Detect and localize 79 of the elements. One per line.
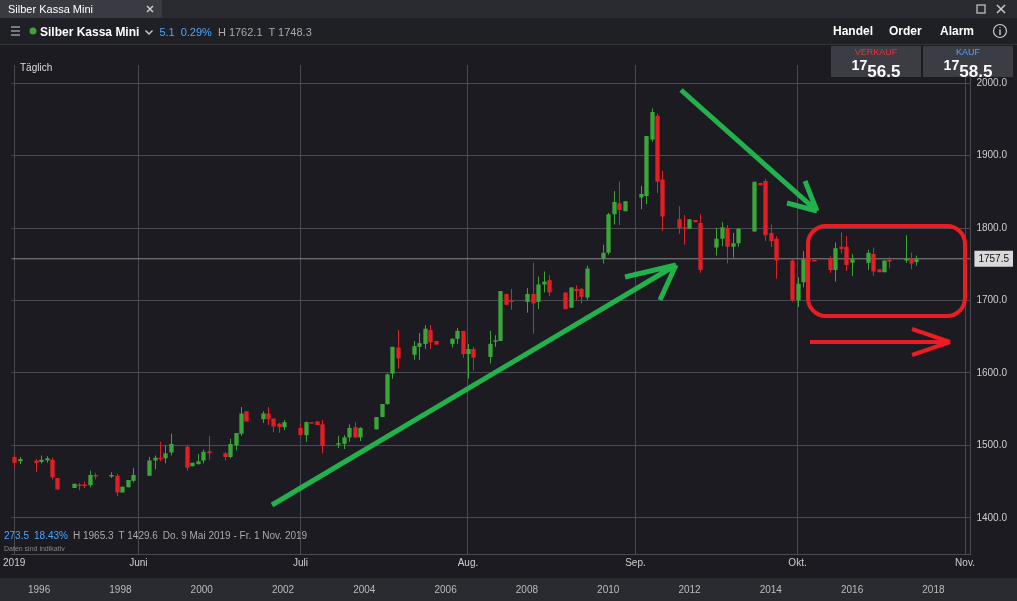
candlestick: [542, 270, 547, 293]
candlestick: [601, 244, 606, 264]
x-tick-label: 2019: [3, 556, 26, 568]
candlestick: [612, 190, 617, 225]
y-tick-label: 1900.0: [976, 149, 1008, 161]
candlestick: [536, 276, 541, 310]
text: H 1762.1: [217, 26, 263, 38]
candlestick: [866, 249, 871, 271]
candlestick: [796, 276, 801, 308]
candlestick: [50, 457, 55, 480]
text: 1998: [109, 584, 132, 595]
text: Handel: [833, 24, 874, 39]
text: T 1748.3: [268, 26, 312, 38]
text: Silber Kassa Mini: [8, 3, 93, 16]
candlestick: [720, 221, 725, 247]
candlestick: [466, 343, 471, 380]
y-tick-label: 1700.0: [976, 294, 1008, 306]
candlestick: [169, 433, 174, 456]
candlestick: [525, 287, 530, 314]
text: 2002: [271, 584, 295, 595]
x-tick-label: Aug.: [457, 556, 479, 568]
candlestick: [488, 330, 493, 364]
y-tick-label: 2000.0: [976, 76, 1008, 88]
x-tick-label: Juni: [129, 556, 148, 568]
candlestick: [714, 227, 719, 257]
y-tick-label: 1500.0: [976, 439, 1008, 451]
text: 2014: [759, 584, 782, 595]
y-tick-label: 1400.0: [976, 511, 1008, 523]
candlestick: [304, 420, 309, 443]
candlestick: [461, 330, 466, 359]
x-tick-label: Juli: [292, 556, 308, 568]
text: 2008: [515, 584, 539, 595]
annotation: 18.43%: [34, 530, 68, 541]
candlestick: [531, 262, 536, 335]
candlestick: [725, 224, 730, 264]
candlestick: [547, 274, 552, 297]
chart-title: Silber Kassa Mini: [40, 25, 140, 39]
candlestick: [617, 181, 622, 226]
candlestick: [801, 250, 806, 288]
candlestick: [163, 444, 168, 464]
text: Alarm: [940, 24, 975, 39]
text: 1996: [28, 584, 51, 595]
candlestick: [471, 346, 476, 372]
annotation: H 1965.3: [72, 530, 114, 541]
text: 2006: [434, 584, 457, 595]
text: 2012: [678, 584, 701, 595]
x-tick-label: Nov.: [955, 556, 975, 568]
candlestick: [904, 234, 909, 264]
text: 5.1: [159, 26, 175, 38]
candlestick: [833, 241, 838, 283]
candlestick: [731, 232, 736, 259]
candlestick: [850, 253, 855, 277]
text: 0.29%: [180, 26, 212, 38]
x-tick-label: Okt.: [788, 556, 807, 568]
text: 2016: [841, 584, 864, 595]
candlestick: [266, 406, 271, 426]
candlestick: [736, 227, 741, 248]
annotation: T 1429.6: [118, 530, 158, 541]
text: KAUF: [955, 47, 981, 58]
candlestick: [115, 473, 120, 497]
annotation: $^{17}$56.5: [851, 57, 901, 82]
annotation: 273.5: [4, 530, 30, 541]
text: 2010: [597, 584, 620, 595]
candlestick: [147, 456, 152, 477]
text: Order: [889, 24, 922, 39]
y-tick-label: 1600.0: [976, 366, 1008, 378]
annotation: Täglich: [20, 62, 53, 73]
text: VERKAUF: [854, 47, 898, 58]
x-tick-label: Sep.: [625, 556, 646, 568]
candlestick: [207, 435, 212, 461]
ref-line-label: 1757.5: [978, 252, 1010, 264]
y-tick-label: 1800.0: [976, 221, 1008, 233]
candlestick: [396, 329, 401, 370]
annotation: Do. 9 Mai 2019 - Fr. 1 Nov. 2019: [162, 530, 308, 541]
text: 2018: [922, 584, 945, 595]
candlestick: [185, 444, 190, 472]
candlestick: [569, 286, 574, 309]
text: 2000: [190, 584, 213, 595]
text: 2004: [353, 584, 376, 595]
